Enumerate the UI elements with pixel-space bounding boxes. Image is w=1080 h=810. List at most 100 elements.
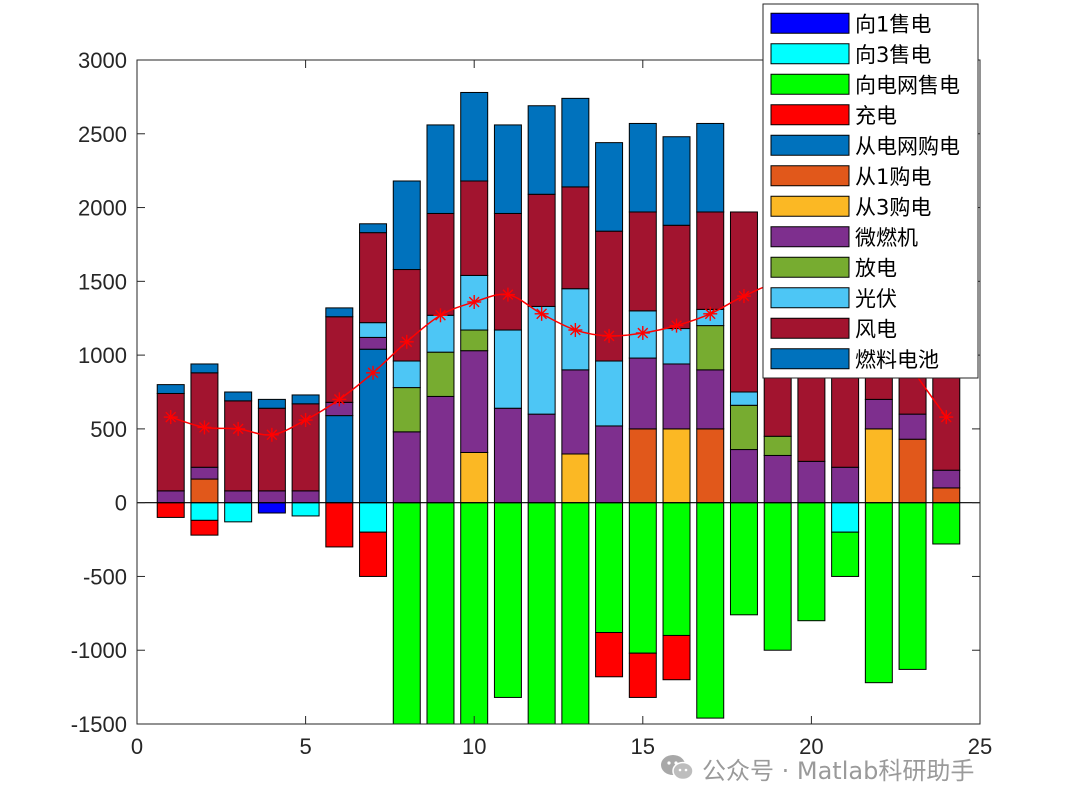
bar-segment xyxy=(864,428,893,504)
bar-segment xyxy=(662,363,691,430)
bar-segment xyxy=(797,460,826,504)
x-tick-label: 25 xyxy=(968,734,992,759)
y-tick-label: 2000 xyxy=(78,196,127,221)
bar-segment xyxy=(460,180,489,276)
x-tick-label: 15 xyxy=(631,734,655,759)
line-point xyxy=(568,323,583,338)
bar-segment xyxy=(359,322,388,338)
watermark: 公众号 · Matlab科研助手 xyxy=(660,748,974,788)
bar-segment xyxy=(224,400,253,492)
bar-segment xyxy=(224,391,253,402)
bar-segment xyxy=(190,519,219,536)
line-point xyxy=(534,306,549,321)
bar-segment xyxy=(426,124,455,214)
legend-label: 风电 xyxy=(855,317,897,341)
bar-segment xyxy=(696,502,725,719)
bar-segment xyxy=(898,438,927,504)
bar-segment xyxy=(831,466,860,504)
bar-segment xyxy=(325,307,354,318)
legend-swatch xyxy=(770,287,850,309)
bar-segment xyxy=(359,336,388,350)
bar-segment xyxy=(190,372,219,468)
legend-label: 向3售电 xyxy=(855,43,931,67)
bar-segment xyxy=(460,451,489,504)
bar-segment xyxy=(291,394,320,405)
line-point xyxy=(163,410,178,425)
bar-segment xyxy=(628,211,657,312)
bar-segment xyxy=(460,91,489,182)
legend-label: 从电网购电 xyxy=(855,134,960,158)
bar-segment xyxy=(628,357,657,430)
bar-segment xyxy=(595,360,624,427)
line-point xyxy=(635,325,650,340)
bar-segment xyxy=(392,360,421,389)
legend-label: 向1售电 xyxy=(855,12,931,36)
bar-segment xyxy=(325,316,354,403)
bar-segment xyxy=(190,502,219,521)
x-tick-label: 0 xyxy=(131,734,143,759)
legend-swatch xyxy=(770,348,850,370)
bar-segment xyxy=(696,211,725,310)
legend xyxy=(762,3,979,379)
y-tick-label: 2500 xyxy=(78,122,127,147)
bar-segment xyxy=(224,502,253,523)
legend-label: 放电 xyxy=(855,256,897,280)
bar-segment xyxy=(392,502,421,725)
bar-segment xyxy=(359,531,388,577)
axes-box xyxy=(136,59,981,725)
bar-segment xyxy=(527,193,556,307)
bar-segment xyxy=(763,435,792,456)
bar-segment xyxy=(729,391,758,406)
watermark-text: 公众号 · Matlab科研助手 xyxy=(702,756,975,785)
y-tick-label: -1000 xyxy=(71,638,127,663)
bar-segment xyxy=(561,97,590,188)
bar-segment xyxy=(561,453,590,504)
bar-segment xyxy=(359,232,388,324)
bar-segment xyxy=(460,502,489,725)
bar-segment xyxy=(662,136,691,226)
bar-segment xyxy=(493,329,522,409)
bar-segment xyxy=(628,428,657,504)
bar-segment xyxy=(763,454,792,504)
legend-swatch xyxy=(770,195,850,217)
bar-segment xyxy=(257,398,286,409)
legend-swatch xyxy=(770,317,850,339)
bar-segment xyxy=(460,329,489,352)
bar-segment xyxy=(696,122,725,213)
line-point xyxy=(264,427,279,442)
bar-segment xyxy=(493,502,522,698)
bar-segment xyxy=(190,466,219,480)
bar-segment xyxy=(224,490,253,504)
line-point xyxy=(197,420,212,435)
legend-swatch xyxy=(770,104,850,126)
bar-segment xyxy=(662,634,691,681)
legend-swatch xyxy=(770,165,850,187)
bar-segment xyxy=(696,428,725,504)
wechat-icon xyxy=(661,755,694,781)
bar-segment xyxy=(291,502,320,517)
bar-segment xyxy=(595,425,624,504)
x-tick-label: 10 xyxy=(462,734,486,759)
bar-segment xyxy=(662,224,691,330)
bar-segment xyxy=(460,350,489,453)
line-point xyxy=(399,334,414,349)
legend-label: 充电 xyxy=(855,104,897,128)
bar-segment xyxy=(763,502,792,651)
y-tick-label: 500 xyxy=(90,417,127,442)
line-point xyxy=(332,392,347,407)
y-tick-label: 1000 xyxy=(78,343,127,368)
bar-segment xyxy=(190,363,219,374)
bar-segment xyxy=(359,223,388,234)
bar-segment xyxy=(729,502,758,616)
bar-segment xyxy=(932,469,961,489)
bar-segment xyxy=(628,122,657,213)
bar-segment xyxy=(662,328,691,365)
bar-segment xyxy=(156,392,185,492)
bar-segment xyxy=(426,351,455,397)
bar-segment xyxy=(932,502,961,545)
legend-label: 光伏 xyxy=(855,287,897,311)
x-tick-label: 20 xyxy=(799,734,823,759)
bar-segment xyxy=(527,105,556,195)
bar-segment xyxy=(831,502,860,533)
